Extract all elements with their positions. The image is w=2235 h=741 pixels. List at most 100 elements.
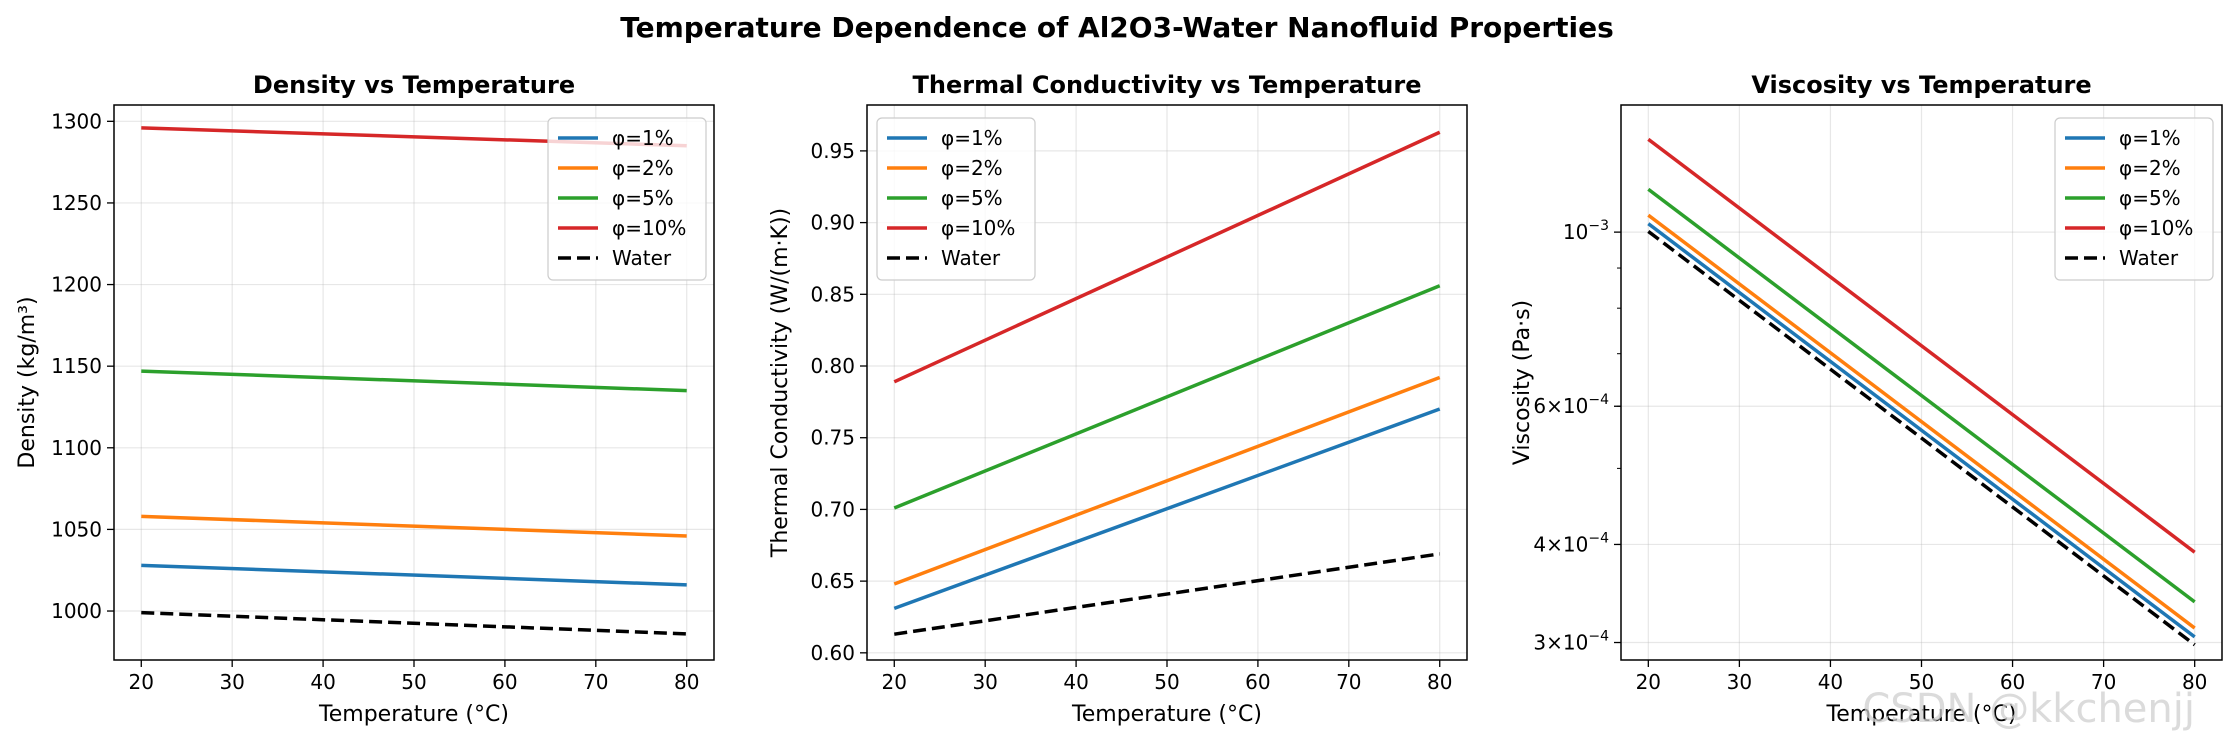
legend-label: Water xyxy=(941,246,1001,270)
legend-label: Water xyxy=(2119,246,2179,270)
y-tick-label: 1200 xyxy=(51,273,102,297)
legend-label: φ=2% xyxy=(941,156,1003,180)
x-tick-label: 70 xyxy=(1336,670,1361,694)
legend-label: φ=1% xyxy=(2119,126,2181,150)
series-line-1 xyxy=(141,563,687,587)
figure-title: Temperature Dependence of Al2O3-Water Na… xyxy=(620,11,1614,44)
legend-label: φ=2% xyxy=(612,156,674,180)
series-line-water xyxy=(894,552,1440,636)
series-line-2 xyxy=(893,375,1441,586)
series-line-10 xyxy=(893,130,1441,384)
series-line-2 xyxy=(1647,213,2196,630)
x-tick-label: 40 xyxy=(1063,670,1088,694)
y-tick-label: 0.90 xyxy=(810,211,855,235)
x-tick-label: 30 xyxy=(1727,670,1752,694)
legend-label: φ=10% xyxy=(612,216,686,240)
x-tick-label: 60 xyxy=(492,670,517,694)
y-tick-label: 1000 xyxy=(51,599,102,623)
y-axis-label: Viscosity (Pa·s) xyxy=(1510,300,1535,465)
x-tick-label: 80 xyxy=(2182,670,2207,694)
legend-label: φ=2% xyxy=(2119,156,2181,180)
series-line-5 xyxy=(893,284,1441,510)
panel-2: 20 30 40 50 60 70 800.600.650.700.750.800.850.… xyxy=(768,71,1468,727)
series-lines xyxy=(893,130,1441,636)
x-tick-label: 60 xyxy=(1245,670,1270,694)
y-tick-label: 10−3 xyxy=(1563,218,1609,244)
series-line-1 xyxy=(1647,222,2196,639)
grid xyxy=(1621,105,2222,660)
y-tick-label: 1250 xyxy=(51,191,102,215)
y-tick-label: 1100 xyxy=(51,436,102,460)
panel-title: Thermal Conductivity vs Temperature xyxy=(913,71,1422,99)
legend-box xyxy=(876,117,1036,281)
x-tick-label: 70 xyxy=(2091,670,2116,694)
legend: φ=1% φ=2% φ=5% φ=10% Water xyxy=(876,117,1036,281)
x-ticks: 20 30 40 50 60 70 80 xyxy=(1636,660,2207,694)
y-tick-label: 0.65 xyxy=(810,569,855,593)
x-ticks: 20 30 40 50 60 70 80 xyxy=(129,660,699,694)
x-tick-label: 20 xyxy=(1636,670,1661,694)
legend-label: φ=5% xyxy=(2119,186,2181,210)
panel-title: Density vs Temperature xyxy=(253,71,575,99)
x-tick-label: 80 xyxy=(674,670,699,694)
x-tick-label: 50 xyxy=(1154,670,1179,694)
x-axis-label: Temperature (°C) xyxy=(1826,702,2017,727)
y-tick-label: 0.85 xyxy=(810,282,855,306)
watermark: CSDN @kkchenjj xyxy=(1862,686,2195,732)
y-tick-label: 1300 xyxy=(51,109,102,133)
panel-title: Viscosity vs Temperature xyxy=(1751,71,2091,99)
legend-label: φ=5% xyxy=(612,186,674,210)
x-tick-label: 70 xyxy=(583,670,608,694)
series-line-5 xyxy=(141,369,687,393)
y-ticks: 0.60 0.65 0.70 0.75 0.80 0.85 0.90 0.95 xyxy=(810,139,867,665)
y-ticks: 10−3 6×10−4 4×10−4 3×10−4 xyxy=(1533,218,1621,655)
legend-box xyxy=(547,117,707,281)
legend-label: φ=5% xyxy=(941,186,1003,210)
legend: φ=1% φ=2% φ=5% φ=10% Water xyxy=(2054,117,2214,281)
series-lines xyxy=(1647,137,2196,647)
series-line-water xyxy=(141,610,687,636)
panel-3: 20 30 40 50 60 70 80 10−3 6×10−4 4×10−4 3×10−4 Visc… xyxy=(1510,71,2223,727)
y-ticks: 1000 1050 1100 1150 1200 1250 1300 xyxy=(51,109,114,623)
y-tick-label: 1150 xyxy=(51,354,102,378)
y-tick-label: 1050 xyxy=(51,517,102,541)
y-axis-label: Thermal Conductivity (W/(m·K)) xyxy=(768,208,793,558)
legend-label: φ=10% xyxy=(2119,216,2193,240)
x-tick-label: 30 xyxy=(219,670,244,694)
x-tick-label: 30 xyxy=(972,670,997,694)
x-ticks: 20 30 40 50 60 70 80 xyxy=(882,660,1452,694)
legend-label: φ=1% xyxy=(612,126,674,150)
y-tick-label: 0.80 xyxy=(810,354,855,378)
series-line-water xyxy=(1647,230,2196,647)
x-tick-label: 20 xyxy=(882,670,907,694)
legend-label: φ=10% xyxy=(941,216,1015,240)
y-tick-label: 0.95 xyxy=(810,139,855,163)
series-line-1 xyxy=(893,407,1441,611)
x-axis-label: Temperature (°C) xyxy=(318,702,509,727)
x-tick-label: 50 xyxy=(1909,670,1934,694)
x-tick-label: 60 xyxy=(2000,670,2025,694)
x-axis-label: Temperature (°C) xyxy=(1071,702,1262,727)
x-tick-label: 50 xyxy=(401,670,426,694)
y-tick-label: 0.75 xyxy=(810,426,855,450)
x-tick-label: 80 xyxy=(1427,670,1452,694)
y-tick-label: 6×10−4 xyxy=(1533,392,1609,418)
panels: 20 30 40 50 60 70 80 1000 1050 1100 1150 1200 1250 13… xyxy=(15,71,2223,727)
y-tick-label: 4×10−4 xyxy=(1533,530,1609,556)
y-tick-label: 0.70 xyxy=(810,497,855,521)
y-axis-label: Density (kg/m³) xyxy=(15,296,40,468)
y-tick-label: 3×10−4 xyxy=(1533,629,1609,655)
series-line-2 xyxy=(141,514,687,538)
x-tick-label: 40 xyxy=(310,670,335,694)
x-tick-label: 20 xyxy=(129,670,154,694)
x-tick-label: 40 xyxy=(1818,670,1843,694)
panel-1: 20 30 40 50 60 70 80 1000 1050 1100 1150 1200 1250 13… xyxy=(15,71,715,727)
series-line-10 xyxy=(1647,137,2196,554)
legend-box xyxy=(2054,117,2214,281)
legend-label: Water xyxy=(612,246,672,270)
legend-label: φ=1% xyxy=(941,126,1003,150)
y-tick-label: 0.60 xyxy=(810,641,855,665)
legend: φ=1% φ=2% φ=5% φ=10% Water xyxy=(547,117,707,281)
series-line-5 xyxy=(1647,187,2196,604)
